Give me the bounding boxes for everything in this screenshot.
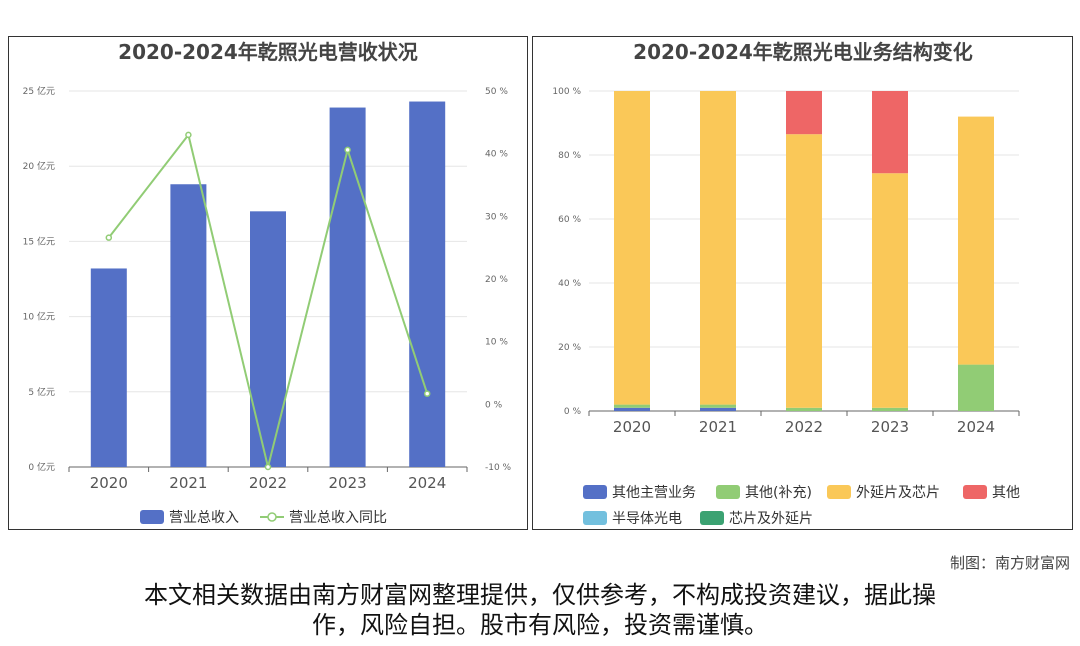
bar-segment-2024-1 (958, 364, 994, 411)
y-tick-label-left: 10 亿元 (23, 311, 55, 323)
y-tick-label-left: 5 亿元 (28, 386, 55, 398)
chart-title: 2020-2024年乾照光电业务结构变化 (633, 40, 973, 64)
bar-segment-2024-2 (958, 116, 994, 365)
point-yoy-2021 (185, 131, 192, 139)
x-tick-label: 2022 (249, 474, 287, 492)
y-tick-label: 0 % (564, 407, 582, 417)
y-tick-label: 20 % (558, 343, 581, 353)
legend-label-revenue: 营业总收入 (169, 510, 239, 526)
x-tick-label: 2022 (785, 418, 823, 436)
bar-segment-2020-1 (614, 404, 650, 408)
bar-revenue-2023 (329, 107, 366, 467)
x-tick-label: 2020 (613, 418, 651, 436)
x-tick-label: 2023 (329, 474, 367, 492)
bar-segment-2020-2 (614, 91, 650, 405)
y-tick-label: 100 % (552, 87, 581, 97)
bar-revenue-2022 (250, 211, 286, 467)
x-tick-label: 2024 (408, 474, 446, 492)
bar-segment-2021-2 (700, 91, 736, 405)
disclaimer-line-1: 本文相关数据由南方财富网整理提供，仅供参考，不构成投资建议，据此操 (144, 581, 936, 609)
y-tick-label: 40 % (558, 279, 581, 289)
y-tick-label-left: 20 亿元 (23, 160, 55, 172)
bar-segment-2022-2 (786, 134, 822, 408)
y-tick-label-right: -10 % (485, 463, 512, 473)
y-tick-label-right: 30 % (485, 212, 508, 222)
chart-credit: 制图：南方财富网 (949, 554, 1070, 572)
y-tick-label-right: 50 % (485, 87, 508, 97)
legend-marker-yoy (267, 512, 277, 522)
legend-swatch-4 (583, 511, 607, 525)
legend-label-yoy: 营业总收入同比 (289, 510, 387, 526)
y-tick-label-right: 0 % (485, 400, 503, 410)
bar-revenue-2024 (409, 101, 446, 467)
bar-revenue-2020 (90, 268, 127, 467)
chart-title: 2020-2024年乾照光电营收状况 (118, 40, 418, 64)
x-tick-label: 2024 (957, 418, 995, 436)
legend-label-1: 其他(补充) (745, 485, 812, 501)
bar-segment-2022-3 (786, 91, 822, 135)
legend-label-5: 芯片及外延片 (729, 511, 813, 527)
legend-label-2: 外延片及芯片 (856, 485, 940, 501)
point-yoy-2024 (423, 390, 431, 397)
bar-revenue-2021 (170, 184, 207, 468)
bar-segment-2022-1 (786, 407, 822, 411)
disclaimer: 本文相关数据由南方财富网整理提供，仅供参考，不构成投资建议，据此操 作，风险自担… (40, 580, 1040, 640)
legend-swatch-3 (963, 485, 987, 499)
bar-segment-2020-0 (614, 407, 650, 411)
y-tick-label-right: 20 % (485, 275, 508, 285)
business-structure-chart: 2020-2024年乾照光电业务结构变化 0 % 20 % 40 % 60 % 80 % 1… (552, 40, 1020, 527)
x-tick-label: 2020 (90, 474, 128, 492)
structure-chart-panel: 2020-2024年乾照光电业务结构变化 0 % 20 % 40 % 60 % 80 % 1… (532, 36, 1073, 530)
legend-swatch-0 (583, 485, 607, 499)
y-tick-label-right: 10 % (485, 338, 508, 348)
x-tick-label: 2021 (699, 418, 737, 436)
point-yoy-2022 (264, 463, 272, 471)
legend-swatch-5 (700, 511, 724, 525)
legend-swatch-2 (827, 485, 851, 499)
revenue-chart-panel: 2020-2024年乾照光电营收状况 0 亿元 5 亿元 10 亿元 15 亿元 20 亿… (8, 36, 528, 530)
revenue-chart: 2020-2024年乾照光电营收状况 0 亿元 5 亿元 10 亿元 15 亿元 20 亿… (23, 40, 512, 526)
y-tick-label-right: 40 % (485, 150, 508, 160)
y-tick-label-left: 15 亿元 (23, 235, 55, 247)
bar-segment-2023-2 (872, 173, 908, 408)
y-tick-label-left: 25 亿元 (23, 85, 55, 97)
legend-swatch-revenue (140, 510, 164, 524)
bar-segment-2023-3 (872, 91, 908, 174)
point-yoy-2023 (344, 146, 351, 154)
legend-swatch-1 (716, 485, 740, 499)
y-tick-label-left: 0 亿元 (28, 461, 55, 473)
point-yoy-2020 (105, 234, 113, 241)
legend-label-0: 其他主营业务 (612, 485, 696, 501)
x-tick-label: 2023 (871, 418, 909, 436)
y-tick-label: 60 % (558, 215, 581, 225)
bar-segment-2023-1 (872, 407, 908, 411)
y-tick-label: 80 % (558, 151, 581, 161)
disclaimer-line-2: 作，风险自担。股市有风险，投资需谨慎。 (312, 611, 768, 639)
bar-segment-2021-1 (700, 404, 736, 408)
x-tick-label: 2021 (169, 474, 207, 492)
legend-label-3: 其他 (992, 485, 1020, 501)
legend-label-4: 半导体光电 (612, 511, 682, 527)
bar-segment-2021-0 (700, 407, 736, 411)
